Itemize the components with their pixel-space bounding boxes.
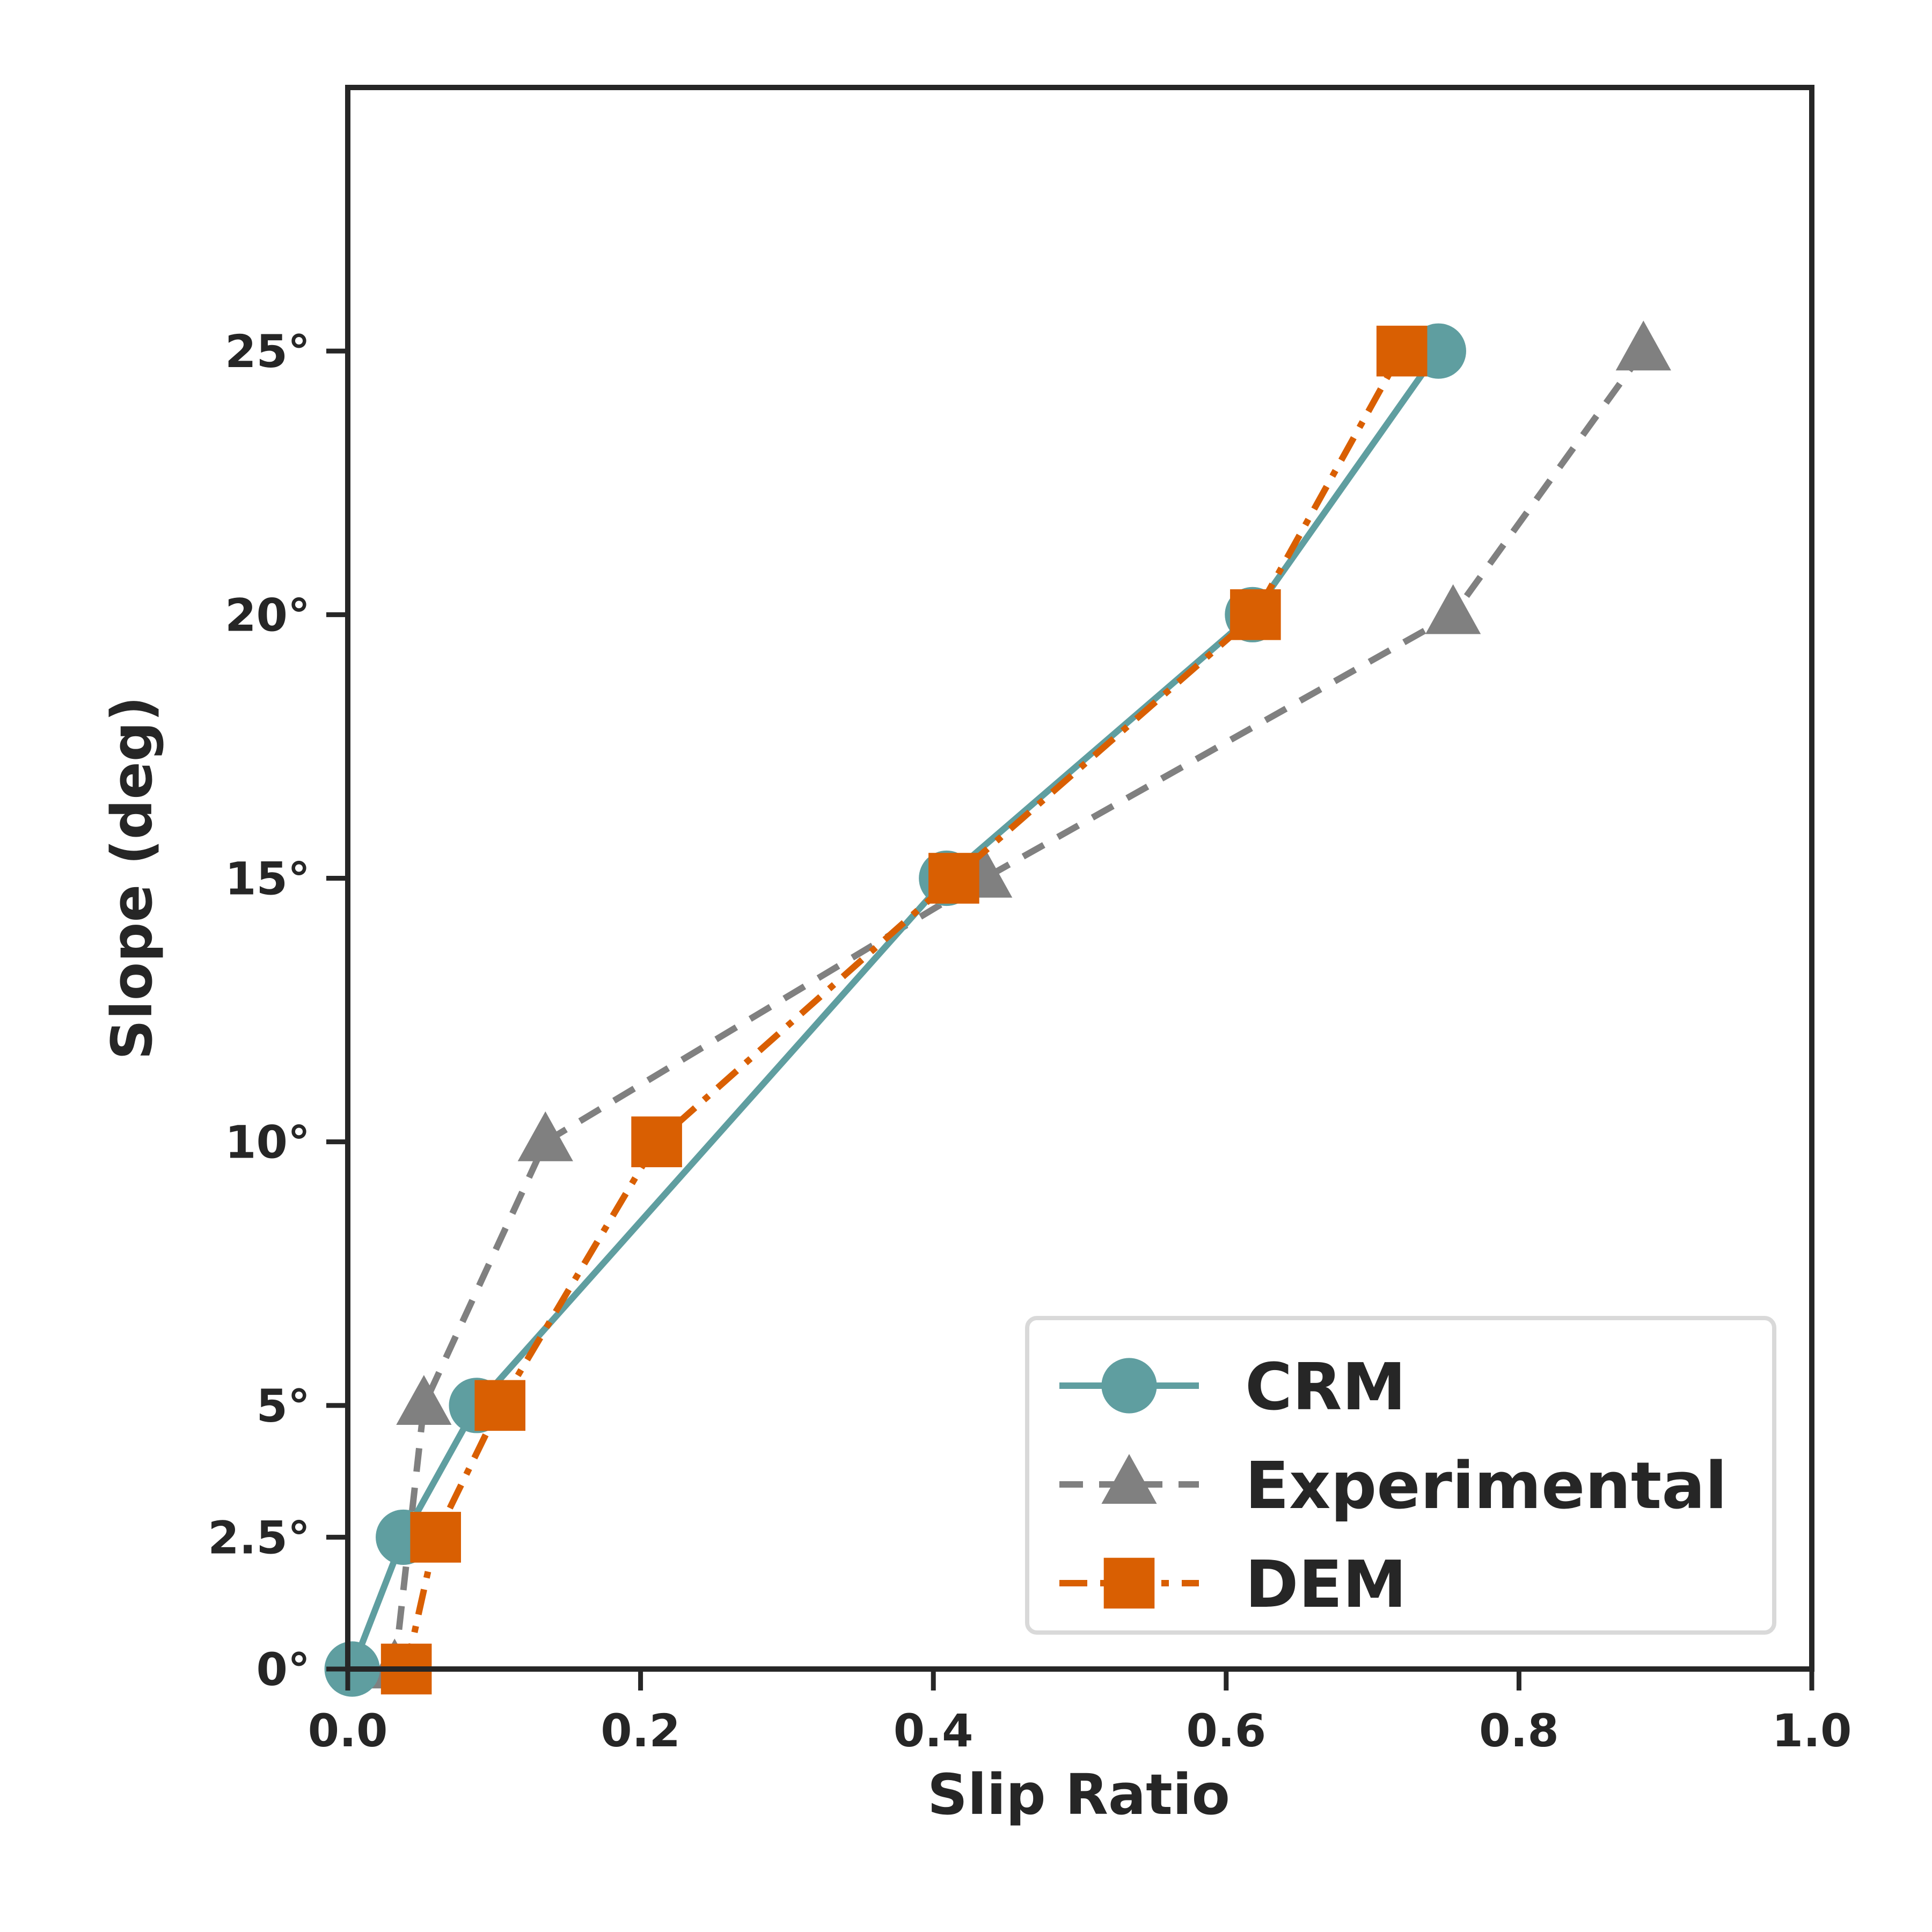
series-line-experimental [391, 349, 1646, 1670]
data-point-dem [928, 853, 979, 904]
data-point-experimental [396, 1375, 452, 1425]
data-point-dem [474, 1380, 526, 1431]
x-tick-label: 0.8 [1479, 1704, 1559, 1757]
y-tick-label: 2.5° [208, 1511, 310, 1564]
data-point-dem [1230, 589, 1281, 640]
legend-label-dem: DEM [1245, 1548, 1407, 1622]
x-axis-title: Slip Ratio [927, 1762, 1230, 1827]
x-tick-label: 0.4 [894, 1704, 974, 1757]
legend-marker-experimental [1101, 1454, 1157, 1504]
y-tick-label: 20° [225, 589, 310, 641]
series-layer [324, 320, 1671, 1697]
legend-label-crm: CRM [1245, 1350, 1406, 1425]
data-point-dem [410, 1512, 461, 1563]
x-tick-label: 1.0 [1772, 1704, 1852, 1757]
x-tick-label: 0.6 [1186, 1704, 1266, 1757]
legend-label-experimental: Experimental [1245, 1449, 1727, 1524]
y-tick-label: 0° [257, 1643, 310, 1696]
legend-box [1025, 1316, 1776, 1635]
y-tick-label: 25° [225, 325, 310, 378]
y-tick-label: 5° [257, 1380, 310, 1432]
ticks-layer: 0.0 0.2 0.4 0.6 0.8 1.0 0° 2.5° 5° 10° 15° 20° 25° [208, 325, 1851, 1757]
y-tick-label: 15° [225, 853, 310, 905]
y-tick-label: 10° [225, 1116, 310, 1169]
series-dem [380, 325, 1428, 1695]
legend-marker-dem [1103, 1557, 1155, 1609]
y-axis-title: Slope (deg) [99, 696, 165, 1060]
data-point-experimental [1425, 584, 1481, 634]
data-point-experimental [1615, 320, 1671, 371]
data-point-dem [631, 1116, 682, 1167]
data-point-dem [1376, 325, 1428, 377]
x-tick-label: 0.0 [308, 1704, 388, 1757]
data-point-experimental [517, 1111, 573, 1161]
legend: CRM Experimental DEM [1025, 1316, 1776, 1635]
legend-marker-crm [1101, 1358, 1157, 1414]
x-tick-label: 0.2 [601, 1704, 680, 1757]
